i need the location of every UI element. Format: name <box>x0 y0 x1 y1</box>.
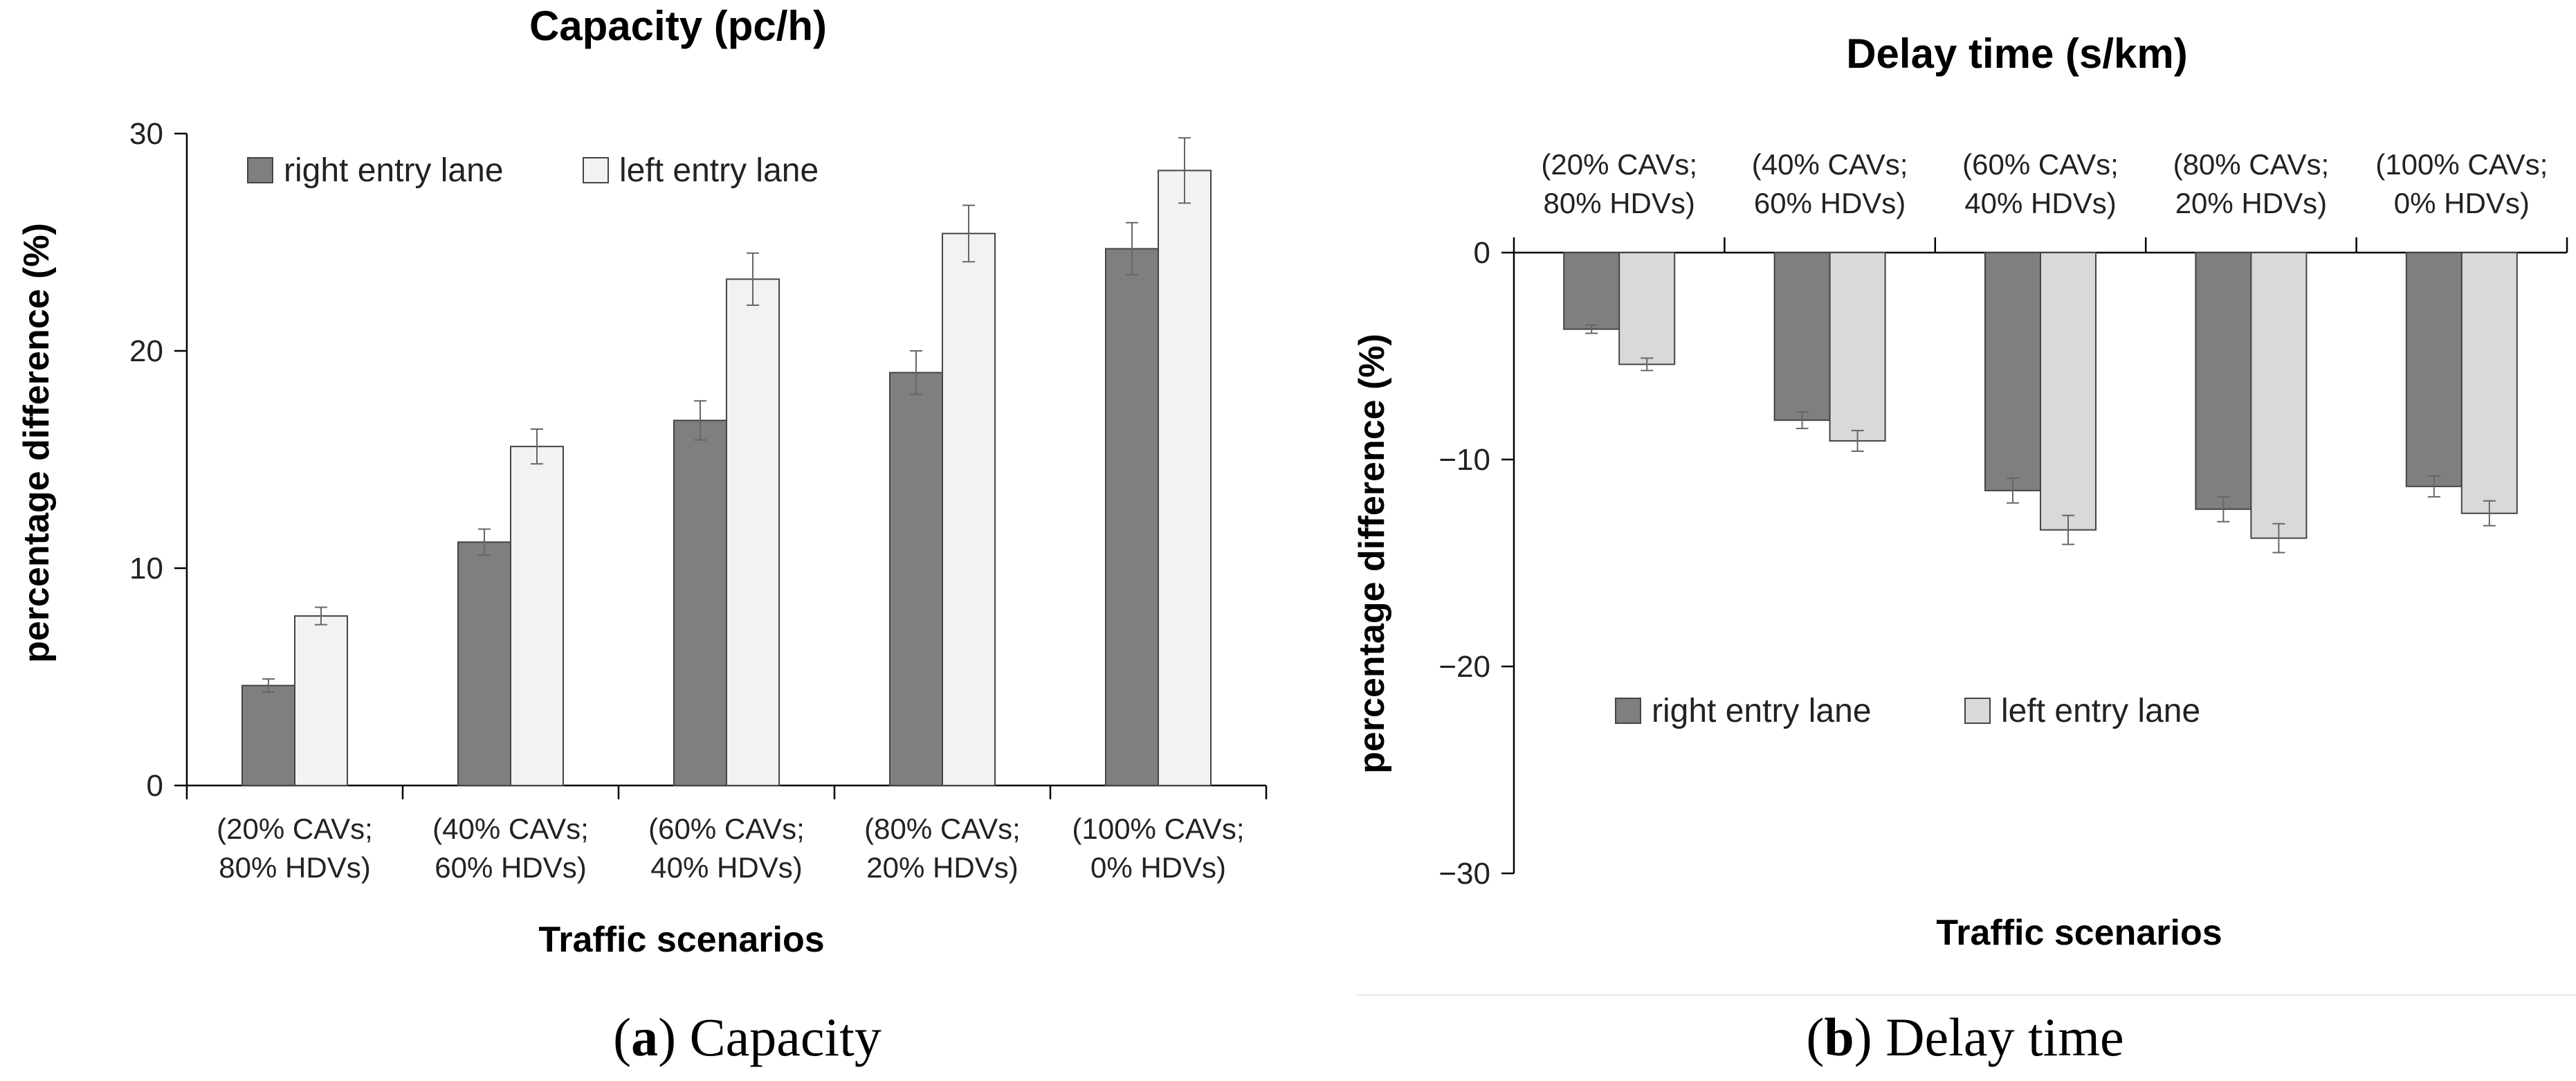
legend-label: left entry lane <box>619 152 819 189</box>
caption-letter-a: a <box>631 1007 658 1067</box>
y-tick-label: −10 <box>1438 443 1490 477</box>
bar-right-entry-lane <box>889 372 943 786</box>
x-tick-label: (20% CAVs; <box>217 812 373 845</box>
x-tick-label: 0% HDVs) <box>1090 851 1226 884</box>
caption-text-b: ) Delay time <box>1854 1007 2124 1067</box>
legend-label: right entry lane <box>1652 693 1872 729</box>
legend-label: left entry lane <box>2001 693 2200 729</box>
y-tick-label: −30 <box>1438 857 1490 891</box>
x-tick-label: 60% HDVs) <box>435 851 586 884</box>
bar-right-entry-lane <box>1563 252 1620 330</box>
x-tick-label: 80% HDVs) <box>219 851 370 884</box>
bar-left-entry-lane <box>294 615 348 787</box>
bar-right-entry-lane <box>1984 252 2041 491</box>
caption-letter-b: b <box>1824 1007 1854 1067</box>
bar-left-entry-lane <box>726 278 780 786</box>
chart-title: Capacity (pc/h) <box>529 3 827 49</box>
bar-right-entry-lane <box>2405 252 2463 487</box>
bar-left-entry-lane <box>1618 252 1676 365</box>
x-tick-label: (40% CAVs; <box>432 812 589 845</box>
bar-left-entry-lane <box>942 233 996 786</box>
x-tick-label: (100% CAVs; <box>2375 148 2548 181</box>
bar-right-entry-lane <box>457 541 511 786</box>
bar-left-entry-lane <box>1829 252 1886 442</box>
y-axis-label: percentage difference (%) <box>17 223 57 663</box>
x-tick-label: 20% HDVs) <box>2175 187 2327 219</box>
y-tick-label: −20 <box>1438 650 1490 684</box>
x-tick-label: 80% HDVs) <box>1543 187 1695 219</box>
caption-text-a: ) Capacity <box>658 1007 881 1067</box>
chart-title: Delay time (s/km) <box>1846 30 2188 77</box>
bar-right-entry-lane <box>1105 248 1159 787</box>
y-tick-label: 30 <box>129 117 163 151</box>
legend-label: right entry lane <box>284 152 504 189</box>
legend-swatch <box>583 157 609 183</box>
x-tick-label: (100% CAVs; <box>1072 812 1245 845</box>
x-tick-label: (60% CAVs; <box>648 812 805 845</box>
x-tick-label: 60% HDVs) <box>1754 187 1906 219</box>
y-axis-label: percentage difference (%) <box>1352 334 1392 774</box>
x-tick-label: 40% HDVs) <box>1964 187 2116 219</box>
x-tick-label: (40% CAVs; <box>1752 148 1908 181</box>
legend-swatch <box>1964 698 1991 724</box>
panel-b-delay-chart: Delay time (s/km) percentage difference … <box>1352 30 2568 1067</box>
x-tick-label: (60% CAVs; <box>1962 148 2119 181</box>
y-tick-label: 0 <box>147 769 163 803</box>
panel-a-capacity-chart: Capacity (pc/h) percentage difference (%… <box>17 3 1268 1067</box>
legend-swatch <box>247 157 273 183</box>
bar-left-entry-lane <box>2460 252 2518 514</box>
bar-left-entry-lane <box>510 446 564 786</box>
y-tick-label: 10 <box>129 552 163 585</box>
bar-right-entry-lane <box>241 684 295 786</box>
x-tick-label: 20% HDVs) <box>866 851 1018 884</box>
legend-swatch <box>1615 698 1641 724</box>
x-tick-label: (20% CAVs; <box>1541 148 1697 181</box>
bar-left-entry-lane <box>2040 252 2097 531</box>
bar-right-entry-lane <box>1773 252 1831 421</box>
bar-right-entry-lane <box>2195 252 2252 510</box>
x-axis-label: Traffic scenarios <box>1936 913 2222 953</box>
bar-left-entry-lane <box>2250 252 2308 539</box>
caption-a: (a) Capacity <box>613 1007 881 1067</box>
x-tick-label: 0% HDVs) <box>2394 187 2530 219</box>
x-tick-label: 40% HDVs) <box>650 851 802 884</box>
y-tick-label: 20 <box>129 334 163 368</box>
x-tick-label: (80% CAVs; <box>2173 148 2330 181</box>
x-axis-label: Traffic scenarios <box>538 920 824 960</box>
bar-right-entry-lane <box>673 419 727 786</box>
y-tick-label: 0 <box>1474 236 1490 270</box>
x-tick-label: (80% CAVs; <box>864 812 1021 845</box>
bar-left-entry-lane <box>1158 170 1212 786</box>
caption-b: (b) Delay time <box>1806 1007 2123 1067</box>
